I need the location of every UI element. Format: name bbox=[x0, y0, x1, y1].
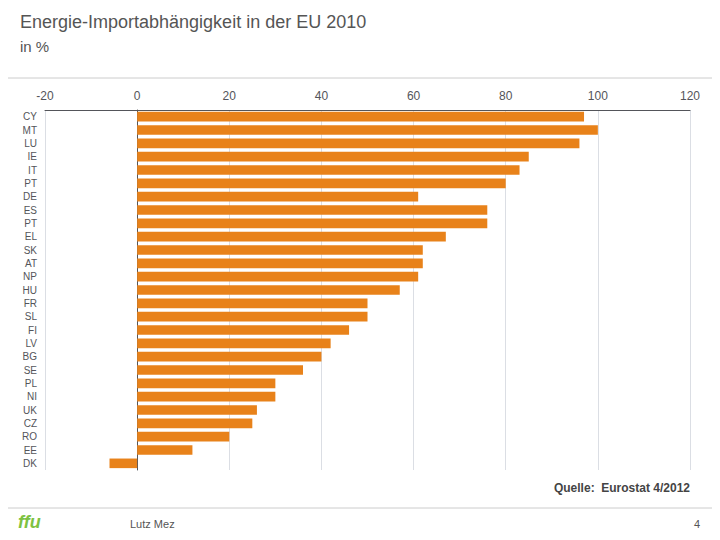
svg-text:4: 4 bbox=[694, 518, 700, 530]
svg-text:LV: LV bbox=[26, 338, 38, 349]
svg-text:-20: -20 bbox=[36, 89, 54, 103]
svg-text:CZ: CZ bbox=[24, 418, 37, 429]
svg-text:DK: DK bbox=[23, 458, 37, 469]
svg-text:PT: PT bbox=[24, 178, 37, 189]
svg-text:ffu: ffu bbox=[18, 512, 41, 532]
svg-text:PT: PT bbox=[24, 218, 37, 229]
svg-text:0: 0 bbox=[134, 89, 141, 103]
svg-text:EL: EL bbox=[25, 231, 38, 242]
svg-text:IT: IT bbox=[28, 165, 37, 176]
svg-text:NP: NP bbox=[23, 271, 37, 282]
svg-text:ES: ES bbox=[24, 205, 38, 216]
svg-text:AT: AT bbox=[25, 258, 37, 269]
svg-text:NI: NI bbox=[27, 391, 37, 402]
svg-text:SK: SK bbox=[24, 245, 38, 256]
svg-text:SE: SE bbox=[24, 365, 38, 376]
svg-text:100: 100 bbox=[588, 89, 608, 103]
svg-text:LU: LU bbox=[24, 138, 37, 149]
svg-text:FI: FI bbox=[28, 325, 37, 336]
svg-text:DE: DE bbox=[23, 191, 37, 202]
svg-text:Lutz Mez: Lutz Mez bbox=[130, 518, 175, 530]
svg-text:UK: UK bbox=[23, 405, 37, 416]
svg-text:IE: IE bbox=[28, 151, 38, 162]
svg-text:60: 60 bbox=[407, 89, 421, 103]
svg-text:FR: FR bbox=[24, 298, 37, 309]
svg-text:in %: in % bbox=[20, 38, 49, 55]
svg-text:HU: HU bbox=[23, 285, 37, 296]
svg-text:20: 20 bbox=[223, 89, 237, 103]
svg-text:Quelle: Eurostat 4/2012: Quelle: Eurostat 4/2012 bbox=[554, 481, 690, 495]
svg-text:BG: BG bbox=[23, 351, 38, 362]
svg-text:MT: MT bbox=[23, 125, 37, 136]
svg-text:RO: RO bbox=[22, 431, 37, 442]
svg-text:SL: SL bbox=[25, 311, 38, 322]
svg-text:80: 80 bbox=[499, 89, 513, 103]
svg-text:PL: PL bbox=[25, 378, 38, 389]
svg-text:CY: CY bbox=[23, 111, 37, 122]
svg-text:40: 40 bbox=[315, 89, 329, 103]
svg-text:120: 120 bbox=[680, 89, 700, 103]
svg-text:EE: EE bbox=[24, 445, 38, 456]
svg-text:Energie-Importabhängigkeit in: Energie-Importabhängigkeit in der EU 201… bbox=[20, 12, 366, 32]
